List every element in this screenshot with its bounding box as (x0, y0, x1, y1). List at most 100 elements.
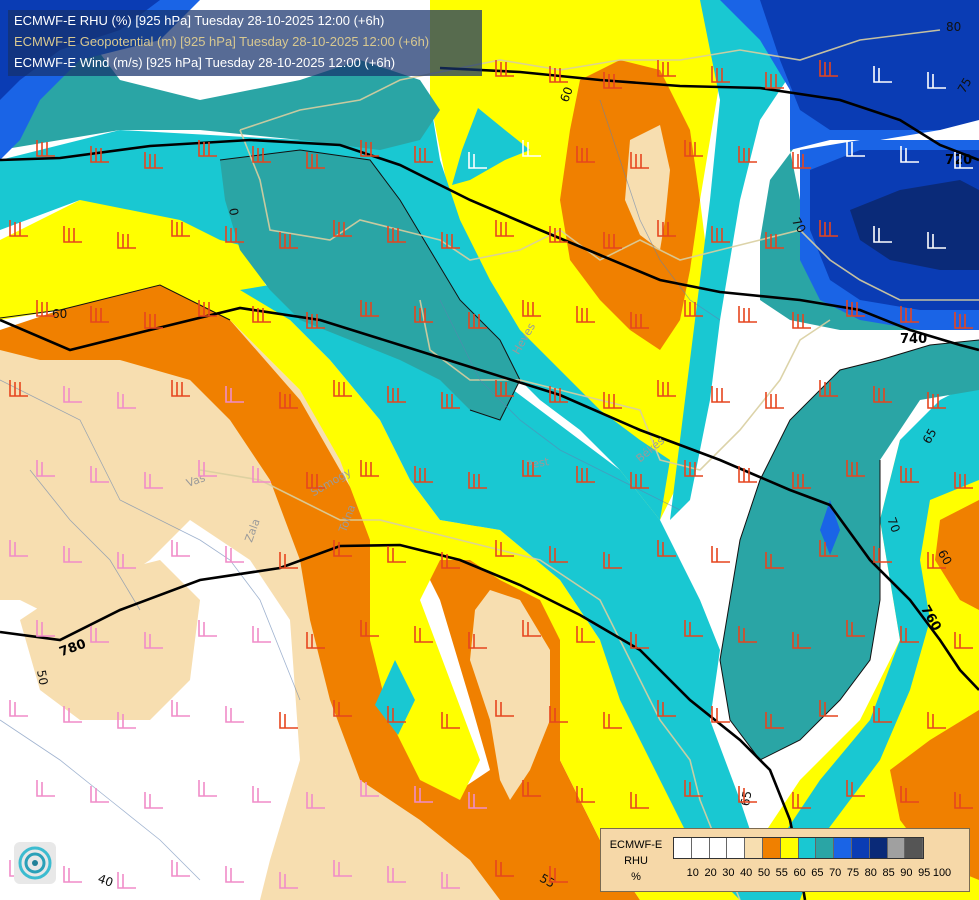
wind-barb-icon (171, 700, 190, 717)
wind-barb-icon (387, 706, 406, 723)
legend-tick-label: 95 (918, 867, 931, 879)
rhu-band-65-east (760, 380, 979, 900)
legend-swatch (834, 838, 852, 858)
rhu-band-65-northeast (670, 0, 820, 520)
wind-barb-icon (36, 140, 55, 157)
legend-swatch (851, 838, 870, 858)
wind-barb-icon (90, 626, 109, 643)
wind-barb-icon (846, 620, 865, 637)
wind-barb-icon (252, 626, 271, 643)
legend-swatch (780, 838, 799, 858)
wind-barb-icon (171, 860, 190, 877)
rhu-contour-label: 70 (789, 215, 809, 235)
wind-barb-icon (441, 392, 460, 409)
wind-barb-icon (711, 386, 730, 403)
legend-swatch (869, 838, 888, 858)
wind-barb-icon (90, 466, 109, 483)
rhu-contour-label: 60 (52, 307, 67, 321)
wind-barb-icon (711, 706, 730, 723)
wind-barb-icon (198, 780, 217, 797)
wind-barb-icon (576, 466, 595, 483)
legend-tick-label: 50 (757, 867, 771, 879)
wind-barb-icon (549, 226, 568, 243)
wind-barb-icon (927, 392, 946, 409)
legend-tick-label: 65 (811, 867, 824, 879)
wind-barb-icon (954, 632, 973, 649)
wind-barb-icon (549, 386, 568, 403)
wind-barb-icon (495, 380, 514, 397)
wind-barb-icon (603, 392, 622, 409)
rhu-band-70-east (720, 340, 979, 760)
wind-barb-icon (873, 66, 892, 83)
wind-barb-icon (873, 226, 892, 243)
legend-swatch (745, 838, 763, 858)
wind-barb-icon (279, 712, 298, 729)
wind-barb-icon (792, 472, 811, 489)
wind-barb-icon (333, 860, 352, 877)
rhu-band-75-east-island (820, 500, 840, 555)
wind-barb-icon (603, 232, 622, 249)
wind-barb-icon (306, 312, 325, 329)
wind-barb-icon (414, 146, 433, 163)
rhu-band-85 (850, 180, 979, 270)
legend-title-unit: % (631, 871, 641, 883)
wind-barb-icon (387, 226, 406, 243)
wind-barb-icon (117, 392, 136, 409)
rhu-contour-label: 60 (557, 85, 575, 104)
wind-barb-icon (306, 632, 325, 649)
wind-barb-icon (333, 380, 352, 397)
wind-barb-icon (819, 380, 838, 397)
wind-barb-icon (387, 866, 406, 883)
legend-tick-label: 30 (722, 867, 735, 879)
wind-barb-icon (117, 712, 136, 729)
wind-barb-icon (468, 312, 487, 329)
legend-tick-labels: 10 20 30 40 50 55 60 65 70 75 80 85 90 95 100 (673, 867, 963, 881)
place-label-pest: Pest (525, 455, 551, 472)
wind-barb-icon (765, 712, 784, 729)
wind-barb-icon (711, 546, 730, 563)
wind-barb-icon (63, 866, 82, 883)
wind-barb-icon (576, 146, 595, 163)
wind-barb-icon (387, 386, 406, 403)
rhu-band-70-center (220, 150, 520, 420)
wind-barb-icon (441, 232, 460, 249)
legend-tick-label: 85 (882, 867, 895, 879)
legend-tick-label: 90 (900, 867, 913, 879)
wind-barb-icon (414, 786, 433, 803)
legend-title-model: ECMWF-E (609, 839, 663, 851)
title-geopotential: ECMWF-E Geopotential (m) [925 hPa] Tuesd… (14, 34, 430, 49)
legend-tick-label: 70 (829, 867, 842, 879)
wind-barb-icon (279, 392, 298, 409)
wind-barb-icon (684, 780, 703, 797)
wind-barb-icon (846, 460, 865, 477)
wind-barb-icon (117, 232, 136, 249)
wind-barb-icon (171, 220, 190, 237)
wind-barb-icon (549, 546, 568, 563)
rhu-contour-label: 60 (935, 547, 955, 567)
wind-barb-icon (90, 146, 109, 163)
wind-barb-icon (90, 786, 109, 803)
wind-barb-icon (711, 66, 730, 83)
wind-barb-icon (873, 546, 892, 563)
wind-barb-icon (549, 66, 568, 83)
wind-barb-icon (63, 706, 82, 723)
rhu-band-50 (0, 300, 560, 900)
wind-barb-icon (657, 60, 676, 77)
wind-barb-icon (630, 792, 649, 809)
wind-barb-icon (549, 706, 568, 723)
wind-barb-icon (468, 632, 487, 649)
wind-barb-icon (954, 312, 973, 329)
wind-barb-icon (630, 152, 649, 169)
wind-barb-icon (522, 780, 541, 797)
legend-tick-label: 55 (775, 867, 788, 879)
wind-barb-icon (90, 306, 109, 323)
rhu-contour-label: 55 (537, 871, 557, 891)
rhu-contour-label: 50 (34, 669, 50, 686)
wind-barb-icon (414, 466, 433, 483)
rhu-contour-label: 0 (226, 207, 241, 217)
wind-barb-icon (360, 140, 379, 157)
wind-barb-icon (765, 392, 784, 409)
legend-tick-label: 60 (793, 867, 806, 879)
wind-barb-icon (927, 72, 946, 89)
wind-barb-icon (522, 620, 541, 637)
